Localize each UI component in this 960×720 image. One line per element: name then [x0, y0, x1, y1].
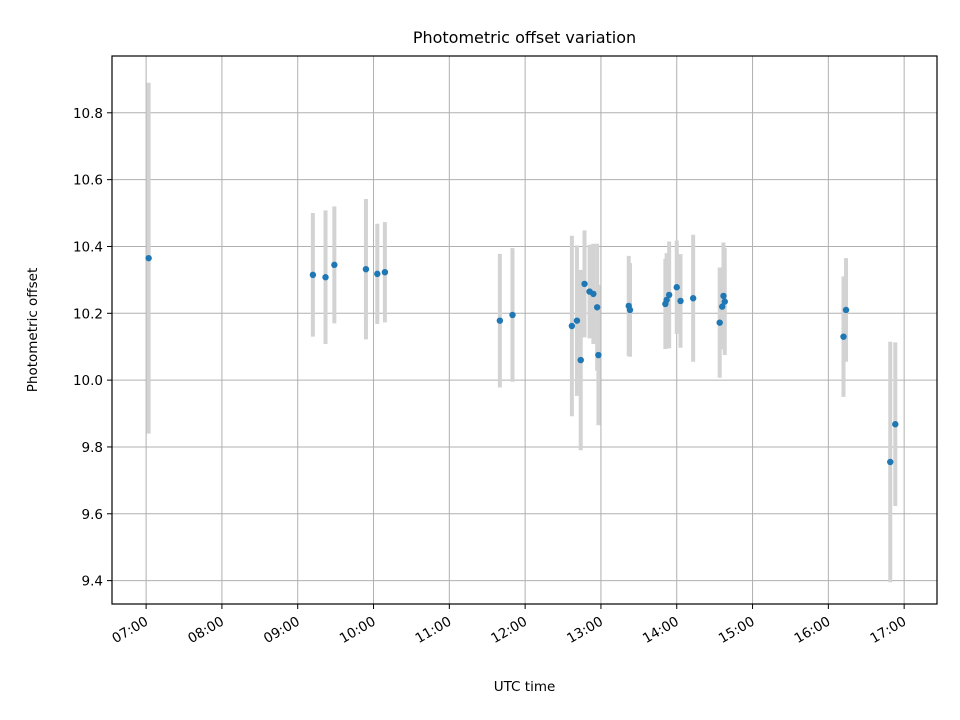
data-point [626, 306, 634, 314]
data-point [509, 311, 516, 319]
y-tick-label: 10.8 [73, 106, 103, 122]
y-tick-label: 10.2 [73, 306, 103, 322]
data-point [309, 271, 317, 279]
data-point [568, 322, 576, 330]
data-point [593, 304, 601, 311]
data-point [362, 265, 370, 273]
data-point [590, 290, 597, 298]
data-points [145, 254, 899, 466]
data-point [887, 458, 894, 466]
data-point [677, 297, 684, 305]
y-tick-label: 10.0 [73, 373, 103, 389]
x-axis-label: UTC time [494, 679, 556, 695]
data-point [892, 421, 899, 428]
data-point [577, 356, 584, 364]
grid [112, 56, 937, 604]
data-point [721, 298, 728, 305]
data-point [573, 317, 581, 324]
data-point [665, 291, 673, 299]
data-point [840, 333, 847, 340]
data-point [145, 254, 152, 262]
data-point [496, 317, 504, 324]
data-point [842, 306, 850, 314]
y-tick-label: 9.6 [82, 507, 103, 523]
data-point [720, 292, 727, 300]
data-point [374, 270, 381, 278]
data-point [595, 351, 602, 359]
data-point [719, 303, 726, 310]
y-axis: 9.4 9.6 9.8 10.0 10.2 10.4 10.6 10.8 [73, 106, 112, 590]
data-point [689, 295, 697, 302]
data-point [673, 284, 680, 291]
y-tick-label: 10.6 [73, 173, 103, 189]
y-axis-label: Photometric offset [25, 268, 41, 392]
chart-title: Photometric offset variation [413, 28, 636, 47]
y-tick-label: 9.8 [82, 440, 103, 456]
y-tick-label: 10.4 [73, 239, 103, 255]
data-point [663, 296, 670, 304]
y-tick-label: 9.4 [82, 574, 103, 590]
plot-frame [111, 55, 938, 605]
data-point [581, 280, 588, 288]
data-point [381, 268, 389, 276]
data-point [331, 261, 338, 269]
data-point [322, 274, 329, 281]
data-point [716, 319, 723, 326]
